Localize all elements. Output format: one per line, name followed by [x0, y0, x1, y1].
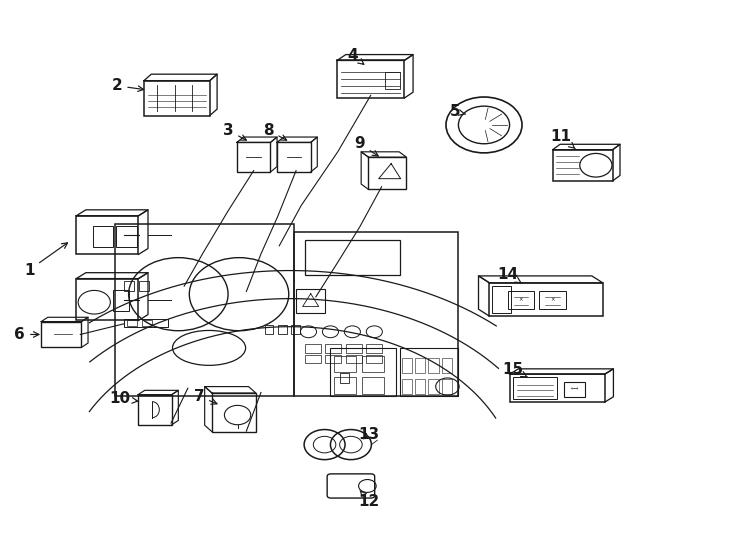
Text: 12: 12 — [359, 491, 379, 509]
Text: ⨯: ⨯ — [550, 298, 555, 302]
Bar — [362, 356, 384, 372]
Text: 2: 2 — [112, 78, 144, 93]
Bar — [429, 358, 439, 373]
Bar — [368, 157, 407, 190]
Bar — [346, 344, 362, 353]
Bar — [553, 150, 613, 181]
Bar — [429, 379, 439, 394]
Bar — [442, 358, 452, 373]
Bar — [277, 143, 310, 172]
Bar — [92, 226, 113, 247]
Bar — [490, 283, 603, 316]
Bar — [564, 382, 585, 397]
Bar — [366, 355, 382, 363]
Bar — [76, 279, 139, 321]
Bar — [115, 224, 294, 396]
Bar — [513, 377, 557, 399]
Bar — [334, 356, 356, 372]
Bar — [508, 291, 534, 309]
Bar — [305, 344, 321, 353]
Bar — [113, 290, 129, 312]
Bar — [265, 325, 273, 334]
Bar — [76, 216, 139, 254]
Text: ⨯: ⨯ — [519, 298, 523, 302]
Bar — [305, 355, 321, 363]
Text: 11: 11 — [550, 129, 575, 149]
Bar — [277, 325, 286, 334]
Text: ←→: ←→ — [570, 387, 579, 392]
Bar — [337, 60, 404, 98]
Bar — [144, 80, 210, 116]
Bar — [296, 289, 325, 313]
Bar — [362, 377, 384, 394]
Text: 1: 1 — [24, 243, 68, 278]
Bar — [509, 374, 605, 402]
Bar — [385, 72, 400, 89]
Bar — [402, 379, 413, 394]
Text: 13: 13 — [359, 428, 379, 442]
Bar — [330, 348, 396, 396]
Bar — [41, 322, 81, 347]
Bar — [400, 348, 459, 396]
Text: 8: 8 — [263, 123, 286, 140]
Bar — [124, 319, 168, 327]
Bar — [142, 320, 152, 326]
Text: 9: 9 — [355, 136, 378, 156]
Text: 3: 3 — [222, 123, 247, 140]
Bar — [539, 291, 565, 309]
Bar — [325, 344, 341, 353]
Bar — [415, 358, 426, 373]
Text: 5: 5 — [449, 104, 465, 119]
Bar — [493, 286, 511, 313]
Text: 4: 4 — [347, 48, 364, 64]
Bar — [402, 358, 413, 373]
Bar — [340, 373, 349, 383]
Bar — [116, 226, 137, 247]
Text: 7: 7 — [194, 389, 217, 404]
Bar — [305, 240, 400, 275]
Bar — [325, 355, 341, 363]
Bar — [291, 325, 299, 334]
Bar — [139, 281, 149, 292]
Bar — [346, 355, 362, 363]
Text: 14: 14 — [497, 267, 521, 283]
Bar — [124, 281, 134, 292]
Text: 6: 6 — [14, 327, 39, 342]
Text: 15: 15 — [503, 362, 527, 377]
Bar — [442, 379, 452, 394]
Bar — [294, 232, 459, 396]
Bar — [237, 143, 270, 172]
Bar — [415, 379, 426, 394]
Bar — [138, 395, 172, 425]
Bar — [366, 344, 382, 353]
Bar — [212, 393, 256, 431]
Bar — [127, 320, 137, 326]
Text: 10: 10 — [109, 392, 138, 407]
Bar — [334, 377, 356, 394]
